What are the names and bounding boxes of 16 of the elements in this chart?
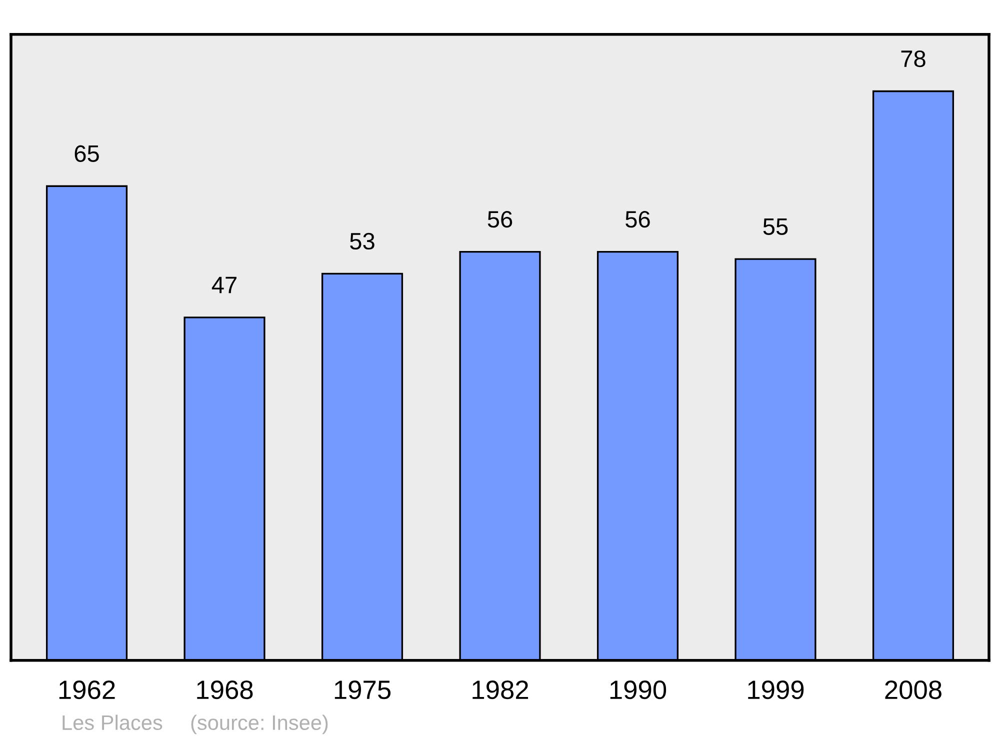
data-label: 56 xyxy=(626,210,650,228)
data-label: 65 xyxy=(74,145,99,162)
text: Les Places xyxy=(62,714,162,730)
x-tick-label: 2008 xyxy=(885,680,942,700)
data-label: 47 xyxy=(212,276,236,294)
x-tick-label: 1968 xyxy=(197,680,253,700)
x-tick-label: 1990 xyxy=(610,680,666,700)
data-label: 56 xyxy=(488,210,512,228)
x-tick-label: 1982 xyxy=(472,680,528,700)
data-label: 53 xyxy=(350,232,374,250)
text: (source: Insee) xyxy=(191,714,328,734)
x-tick-label: 1975 xyxy=(334,680,391,700)
data-label: 78 xyxy=(901,50,926,68)
x-tick-label: 1962 xyxy=(59,680,115,700)
x-tick-label: 1999 xyxy=(748,680,804,700)
data-label: 55 xyxy=(763,218,788,235)
